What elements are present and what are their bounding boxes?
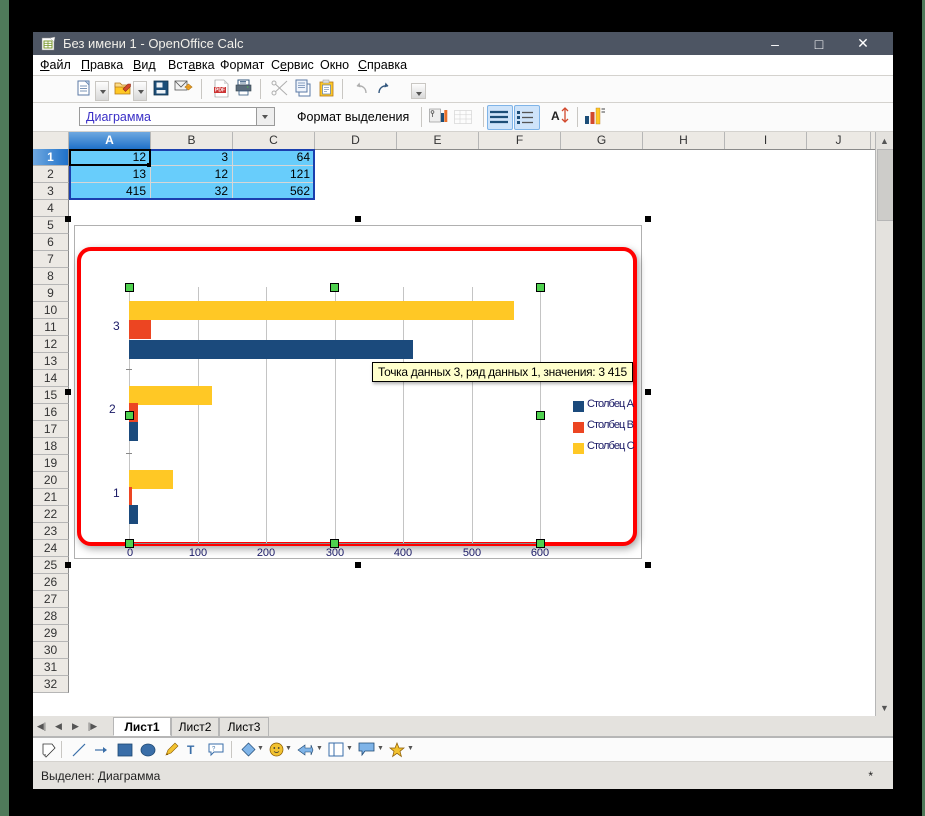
svg-text:PDF: PDF [215,88,225,94]
svg-text:T: T [187,743,195,757]
svg-text:A: A [551,109,560,123]
